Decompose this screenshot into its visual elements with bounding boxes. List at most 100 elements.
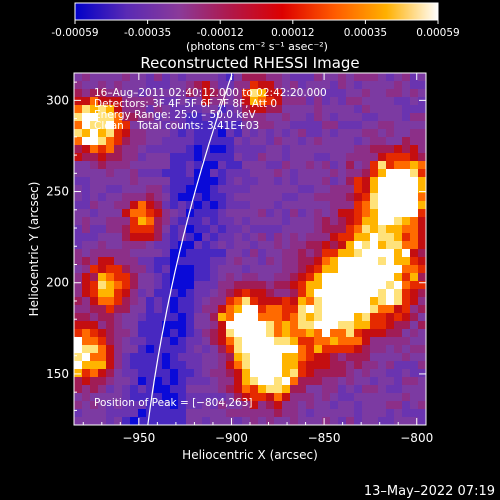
heatmap-pixel xyxy=(314,217,323,226)
heatmap-pixel xyxy=(82,361,91,370)
heatmap-pixel xyxy=(250,145,259,154)
heatmap-pixel xyxy=(154,105,163,114)
heatmap-pixel xyxy=(354,129,363,138)
heatmap-pixel xyxy=(82,385,91,394)
heatmap-pixel xyxy=(386,201,395,210)
heatmap-pixel xyxy=(202,361,211,370)
heatmap-pixel xyxy=(266,281,275,290)
heatmap-pixel xyxy=(290,273,299,282)
heatmap-pixel xyxy=(114,177,123,186)
heatmap-pixel xyxy=(386,353,395,362)
heatmap-pixel xyxy=(154,201,163,210)
heatmap-pixel xyxy=(186,97,195,106)
heatmap-pixel xyxy=(98,169,107,178)
heatmap-pixel xyxy=(234,321,243,330)
heatmap-pixel xyxy=(266,113,275,122)
heatmap-pixel xyxy=(154,409,163,418)
heatmap-pixel xyxy=(362,305,371,314)
heatmap-pixel xyxy=(226,193,235,202)
heatmap-pixel xyxy=(410,281,419,290)
heatmap-pixel xyxy=(386,385,395,394)
heatmap-pixel xyxy=(210,345,219,354)
heatmap-pixel xyxy=(386,241,395,250)
heatmap-pixel xyxy=(90,177,99,186)
heatmap-pixel xyxy=(146,417,155,425)
heatmap-pixel xyxy=(242,377,251,386)
heatmap-pixel xyxy=(298,81,307,90)
heatmap-pixel xyxy=(162,369,171,378)
heatmap-pixel xyxy=(106,369,115,378)
heatmap-pixel xyxy=(90,81,99,90)
heatmap-pixel xyxy=(234,401,243,410)
heatmap-pixel xyxy=(170,353,179,362)
heatmap-pixel xyxy=(202,185,211,194)
heatmap-pixel xyxy=(282,377,291,386)
heatmap-pixel xyxy=(234,217,243,226)
heatmap-pixel xyxy=(130,217,139,226)
heatmap-pixel xyxy=(90,417,99,425)
heatmap-pixel xyxy=(274,377,283,386)
heatmap-pixel xyxy=(338,297,347,306)
heatmap-pixel xyxy=(402,305,411,314)
heatmap-pixel xyxy=(162,137,171,146)
heatmap-pixel xyxy=(370,225,379,234)
heatmap-pixel xyxy=(130,73,139,82)
heatmap-pixel xyxy=(258,385,267,394)
colorbar-tick-label: 0.00012 xyxy=(271,27,314,39)
heatmap-pixel xyxy=(218,161,227,170)
heatmap-pixel xyxy=(306,257,315,266)
heatmap-pixel xyxy=(194,217,203,226)
heatmap-pixel xyxy=(410,225,419,234)
heatmap-pixel xyxy=(82,321,91,330)
heatmap-pixel xyxy=(82,369,91,378)
heatmap-pixel xyxy=(242,113,251,122)
heatmap-pixel xyxy=(106,169,115,178)
heatmap-pixel xyxy=(186,121,195,130)
heatmap-pixel xyxy=(234,153,243,162)
heatmap-pixel xyxy=(402,329,411,338)
heatmap-pixel xyxy=(170,169,179,178)
heatmap-pixel xyxy=(386,169,395,178)
heatmap-pixel xyxy=(90,249,99,258)
heatmap-pixel xyxy=(258,369,267,378)
heatmap-pixel xyxy=(418,105,426,114)
heatmap-pixel xyxy=(138,329,147,338)
heatmap-pixel xyxy=(130,169,139,178)
heatmap-pixel xyxy=(274,113,283,122)
heatmap-pixel xyxy=(370,313,379,322)
heatmap-pixel xyxy=(130,417,139,425)
heatmap-pixel xyxy=(130,233,139,242)
heatmap-pixel xyxy=(394,353,403,362)
heatmap-pixel xyxy=(114,145,123,154)
heatmap-pixel xyxy=(234,409,243,418)
heatmap-pixel xyxy=(282,249,291,258)
heatmap-pixel xyxy=(322,257,331,266)
heatmap-pixel xyxy=(306,225,315,234)
heatmap-pixel xyxy=(194,393,203,402)
heatmap-pixel xyxy=(202,121,211,130)
heatmap-pixel xyxy=(258,329,267,338)
heatmap-pixel xyxy=(410,81,419,90)
heatmap-pixel xyxy=(282,129,291,138)
heatmap-pixel xyxy=(130,249,139,258)
heatmap-pixel xyxy=(330,265,339,274)
heatmap-pixel xyxy=(82,289,91,298)
heatmap-pixel xyxy=(82,297,91,306)
heatmap-pixel xyxy=(218,321,227,330)
heatmap-pixel xyxy=(330,185,339,194)
heatmap-pixel xyxy=(154,73,163,82)
heatmap-pixel xyxy=(322,129,331,138)
heatmap-pixel xyxy=(90,105,99,114)
heatmap-pixel xyxy=(170,321,179,330)
heatmap-pixel xyxy=(274,241,283,250)
heatmap-pixel xyxy=(330,289,339,298)
heatmap-pixel xyxy=(146,113,155,122)
heatmap-pixel xyxy=(226,209,235,218)
heatmap-pixel xyxy=(354,233,363,242)
heatmap-pixel xyxy=(394,369,403,378)
heatmap-pixel xyxy=(122,265,131,274)
heatmap-pixel xyxy=(154,209,163,218)
heatmap-pixel xyxy=(258,129,267,138)
heatmap-pixel xyxy=(242,137,251,146)
heatmap-pixel xyxy=(146,393,155,402)
